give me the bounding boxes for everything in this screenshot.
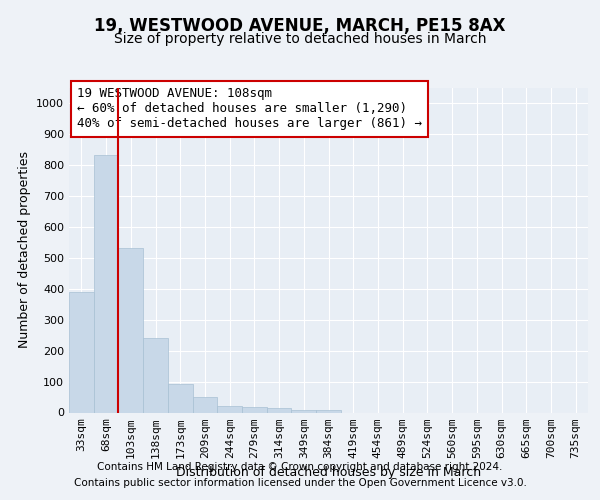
Text: 19, WESTWOOD AVENUE, MARCH, PE15 8AX: 19, WESTWOOD AVENUE, MARCH, PE15 8AX — [94, 18, 506, 36]
Bar — [94, 154, 118, 412]
Y-axis label: Number of detached properties: Number of detached properties — [17, 152, 31, 348]
Bar — [242, 407, 267, 412]
Bar — [316, 410, 341, 412]
Bar — [168, 384, 193, 412]
Bar — [292, 410, 316, 412]
Bar — [267, 408, 292, 412]
Text: Contains HM Land Registry data © Crown copyright and database right 2024.: Contains HM Land Registry data © Crown c… — [97, 462, 503, 472]
Text: 19 WESTWOOD AVENUE: 108sqm
← 60% of detached houses are smaller (1,290)
40% of s: 19 WESTWOOD AVENUE: 108sqm ← 60% of deta… — [77, 88, 422, 130]
Text: Contains public sector information licensed under the Open Government Licence v3: Contains public sector information licen… — [74, 478, 526, 488]
Bar — [193, 397, 217, 412]
Bar — [118, 248, 143, 412]
Bar — [69, 292, 94, 412]
Bar — [217, 406, 242, 412]
X-axis label: Distribution of detached houses by size in March: Distribution of detached houses by size … — [176, 466, 481, 479]
Bar — [143, 338, 168, 412]
Text: Size of property relative to detached houses in March: Size of property relative to detached ho… — [114, 32, 486, 46]
